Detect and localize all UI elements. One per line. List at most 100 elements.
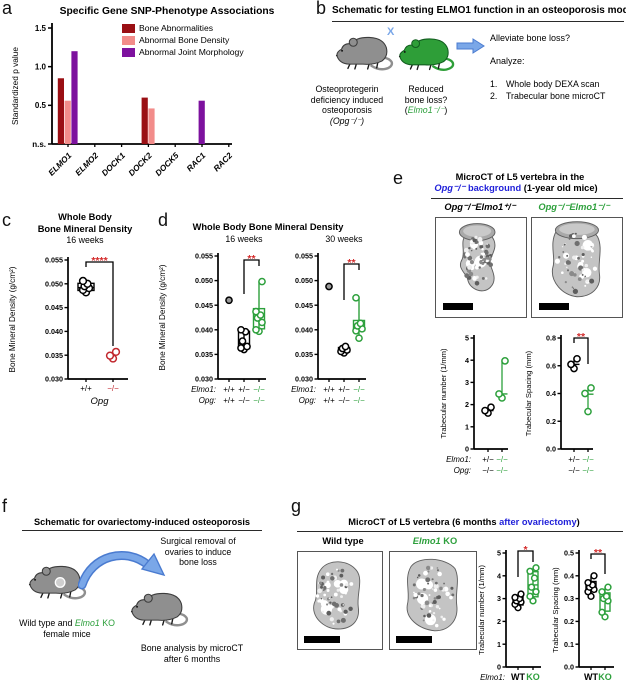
svg-text:**: **: [247, 253, 256, 265]
surgery-text: Surgical removal of ovaries to induce bo…: [160, 536, 236, 567]
svg-text:2: 2: [465, 400, 469, 409]
svg-text:−/−: −/−: [496, 455, 508, 464]
panel-a-label: a: [2, 0, 13, 18]
svg-text:ELMO1: ELMO1: [46, 150, 74, 178]
svg-text:4: 4: [497, 571, 501, 580]
svg-text:0.055: 0.055: [45, 256, 63, 265]
legend-swatch-bone-abnormalities: [122, 23, 135, 33]
svg-text:0.055: 0.055: [295, 252, 313, 261]
svg-text:Standardized p value: Standardized p value: [10, 47, 20, 125]
svg-text:−/−: −/−: [496, 466, 508, 475]
panel-g-title: MicroCT of L5 vertebra (6 months after o…: [348, 517, 580, 527]
panel-b-mouse1-caption: Osteoprotegerin deficiency induced osteo…: [298, 84, 396, 126]
svg-text:+/+: +/+: [323, 385, 335, 394]
curved-arrow-icon: [78, 551, 166, 590]
panel-d-label: d: [158, 210, 169, 230]
microct-image-opg-elmo1ko: [531, 217, 623, 318]
microct-image-opg-elmo1het: [435, 217, 527, 318]
opg-background-genotype: Opg⁻/⁻: [434, 183, 466, 193]
analyze-item: 1. Whole body DEXA scan: [490, 78, 626, 90]
opg-genotype: (Opg⁻/⁻): [329, 115, 365, 126]
panel-e-rule: [431, 198, 623, 199]
svg-text:0.0: 0.0: [564, 663, 574, 672]
svg-text:−/−: −/−: [353, 385, 365, 394]
panel-g-img2-label: Elmo1 KO: [412, 536, 458, 546]
svg-text:0.0: 0.0: [546, 445, 556, 454]
elmo1-genotype: Elmo1⁻/⁻: [407, 105, 445, 115]
panel-d-sub-30w: 30 weeks: [325, 234, 363, 244]
item-text: Trabecular bone microCT: [506, 91, 606, 101]
svg-text:−/−: −/−: [582, 466, 594, 475]
svg-text:KO: KO: [526, 672, 540, 682]
microct-image-elmo1ko: [389, 551, 477, 650]
scale-bar: [304, 636, 340, 643]
trabecular-spacing-opg-plot: 0.0 0.2 0.4 0.6 0.8 Trabecular Spacing (mm) **…: [524, 331, 595, 475]
svg-text:0.040: 0.040: [295, 325, 313, 334]
svg-text:ELMO2: ELMO2: [73, 150, 101, 178]
panel-f-caption-mice: Wild type and Elmo1 KO female mice: [19, 618, 115, 639]
svg-text:0.030: 0.030: [295, 375, 313, 384]
svg-text:+/+: +/+: [323, 396, 335, 405]
bmd-16w-opg-plot: 0.030 0.035 0.040 0.045 0.050 0.055 Bone Miner…: [8, 255, 128, 407]
panel-g-rule: [297, 531, 623, 532]
svg-text:0.030: 0.030: [195, 375, 213, 384]
panel-e-img2-label: Opg⁻/⁻Elmo1⁻/⁻: [538, 202, 610, 212]
legend-swatch-abnormal-joint-morphology: [122, 47, 135, 57]
svg-text:0: 0: [465, 445, 469, 454]
panel-g-label: g: [291, 496, 302, 516]
gray-mouse-ovary-icon: [26, 556, 90, 610]
analyze-list: 1. Whole body DEXA scan 2. Trabecular bone…: [490, 78, 626, 102]
legend-swatch-abnormal-bone-density: [122, 35, 135, 45]
svg-text:0.035: 0.035: [45, 351, 63, 360]
svg-text:0.4: 0.4: [564, 571, 574, 580]
panel-c-subtitle: 16 weeks: [66, 235, 104, 245]
svg-text:Opg:: Opg:: [299, 396, 316, 405]
panel-d-sub-16w: 16 weeks: [225, 234, 263, 244]
after-ovariectomy-text: after ovariectomy: [499, 517, 577, 527]
svg-text:0.6: 0.6: [546, 361, 556, 370]
svg-text:WT: WT: [511, 672, 525, 682]
legend-label: Abnormal Joint Morphology: [139, 47, 244, 57]
microct-image-wildtype: [297, 551, 383, 650]
svg-text:**: **: [577, 331, 586, 343]
panel-f-title: Schematic for ovariectomy-induced osteop…: [22, 517, 262, 531]
svg-text:RAC2: RAC2: [211, 150, 234, 173]
elmo1-gene: Elmo1: [74, 618, 100, 628]
svg-text:Bone Mineral Density (g/cm²): Bone Mineral Density (g/cm²): [158, 264, 167, 370]
analyze-item: 2. Trabecular bone microCT: [490, 90, 626, 102]
bmd-16w-elmo1-plot: 0.030 0.035 0.040 0.045 0.050 0.055 Bone Miner…: [158, 252, 266, 405]
panel-b-label: b: [316, 0, 327, 18]
svg-text:n.s.: n.s.: [32, 140, 46, 149]
panel-g-img1-label: Wild type: [322, 536, 364, 546]
svg-text:5: 5: [465, 334, 469, 343]
svg-text:0.050: 0.050: [45, 279, 63, 288]
svg-text:Elmo1:: Elmo1:: [291, 385, 316, 394]
svg-text:+/−: +/−: [482, 455, 494, 464]
svg-text:**: **: [347, 257, 356, 269]
svg-text:3: 3: [465, 378, 469, 387]
scale-bar: [539, 303, 569, 310]
legend-item: Bone Abnormalities: [122, 23, 244, 33]
svg-text:0.050: 0.050: [195, 276, 213, 285]
svg-text:2: 2: [497, 617, 501, 626]
analyze-heading: Analyze:: [490, 56, 525, 66]
panel-e-label: e: [393, 168, 404, 188]
svg-text:1.0: 1.0: [35, 62, 47, 71]
svg-text:0.2: 0.2: [546, 417, 556, 426]
svg-text:Opg:: Opg:: [454, 466, 471, 475]
svg-text:0.030: 0.030: [45, 375, 63, 384]
panel-e-title-line2: Opg⁻/⁻ background (1-year old mice): [434, 183, 598, 193]
svg-text:0.5: 0.5: [35, 101, 47, 110]
svg-text:−/−: −/−: [482, 466, 494, 475]
svg-text:0.2: 0.2: [564, 617, 574, 626]
cross-mark: X: [387, 26, 395, 38]
panel-c-title: Whole Body Bone Mineral Density 16 weeks: [10, 212, 160, 245]
svg-text:WT: WT: [584, 672, 598, 682]
svg-text:4: 4: [465, 356, 469, 365]
svg-text:5: 5: [497, 549, 501, 558]
svg-text:Trabecular number (1/mm): Trabecular number (1/mm): [439, 348, 448, 438]
svg-text:−/−: −/−: [107, 384, 119, 393]
svg-text:0: 0: [497, 663, 501, 672]
svg-text:+/−: +/−: [338, 385, 350, 394]
